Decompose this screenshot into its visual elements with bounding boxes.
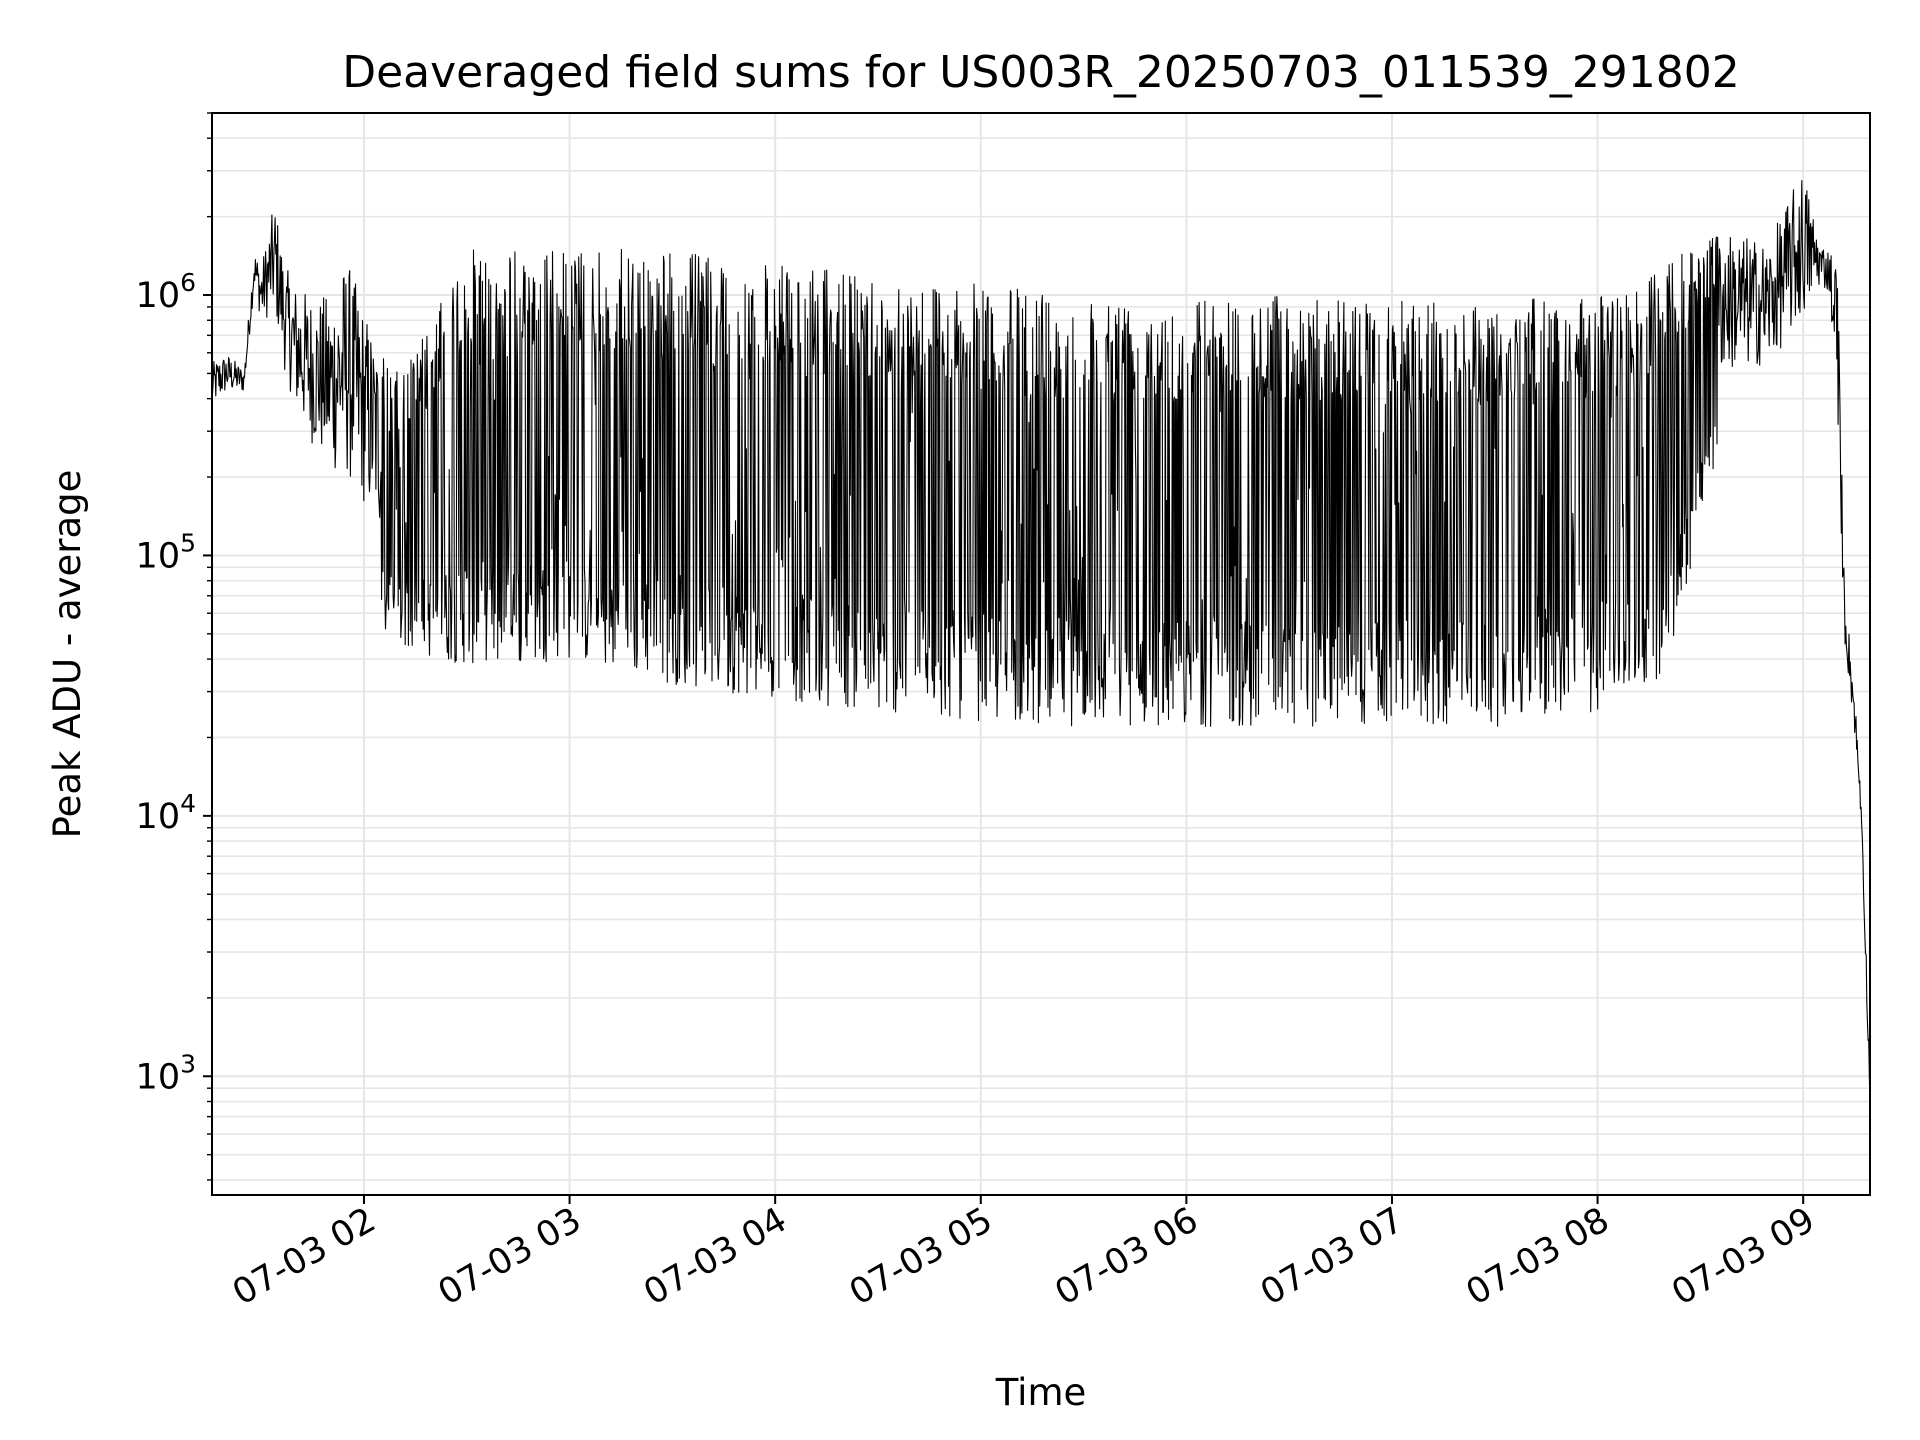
x-axis-label: Time	[995, 1371, 1087, 1414]
series-line	[212, 180, 1870, 1103]
y-tick-label: 104	[136, 789, 196, 837]
y-axis: 103 104 105 106	[136, 112, 212, 1181]
chart-title: Deaveraged field sums for US003R_2025070…	[342, 47, 1740, 98]
y-tick-label: 105	[136, 528, 196, 576]
y-tick-label: 106	[136, 268, 196, 316]
plot-frame	[211, 112, 1871, 1196]
y-tick-label: 103	[136, 1049, 196, 1097]
y-axis-label: Peak ADU - average	[46, 470, 89, 839]
